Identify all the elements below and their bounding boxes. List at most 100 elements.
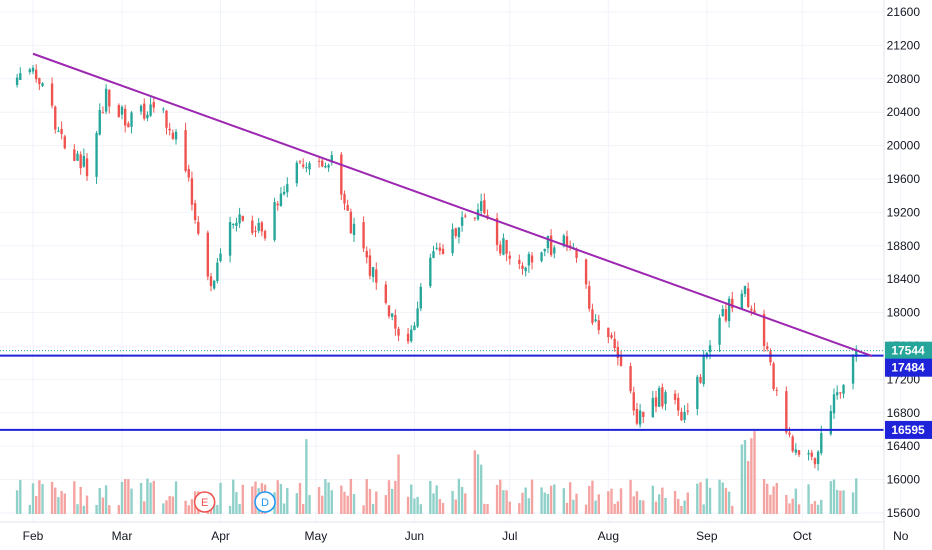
volume-bar [286,488,289,514]
volume-bar [753,431,756,514]
volume-bar [546,493,550,514]
volume-bar [724,487,728,514]
candle-body [794,449,798,453]
volume-bar [130,488,133,514]
volume-bar [368,489,372,514]
candle-body [505,239,508,254]
volume-bar [832,479,836,514]
candle-body [54,106,57,130]
candle-body [295,162,299,184]
price-tick-label: 19600 [887,172,921,186]
volume-bar [718,479,721,514]
candle-body [769,351,772,363]
volume-bar [839,490,842,514]
candle-body [788,432,791,435]
candle-body [209,276,213,287]
volume-bar [495,484,499,514]
candle-body [127,123,130,128]
time-tick-label: Aug [598,529,619,543]
time-axis[interactable]: Feb Mar Apr May Jun Jul Aug Sep Oct No [23,529,909,543]
volume-bar [438,499,442,514]
volume-bar [57,497,60,514]
price-badge-label: 17484 [891,361,925,375]
volume-bar [413,498,416,514]
volume-bar [95,504,98,514]
volume-bar [673,491,677,514]
volume-bar [238,503,241,514]
volume-bar [616,501,620,514]
candle-body [654,397,658,407]
volume-bar [149,482,152,514]
volume-bar [607,491,610,514]
candle-body [76,153,79,161]
volume-bar [502,490,505,514]
volume-bar [740,444,744,514]
volume-bar [549,485,553,514]
candle-body [820,432,823,454]
volume-bar [785,495,788,514]
volume-bar [572,499,575,514]
price-badge [885,341,932,360]
volume-bar [19,479,22,514]
candle-body [635,408,639,424]
candle-body [123,108,127,126]
volume-bar [54,487,57,514]
candle-body [508,255,511,259]
candles [15,64,858,471]
candle-body [362,222,365,249]
volume-bar [108,505,111,514]
volume-bar [680,505,683,514]
candle-body [57,130,60,132]
volume-bar [794,488,798,514]
volume-bar [349,478,353,514]
candle-body [483,200,486,214]
volume-bar [610,488,613,514]
candle-body [273,202,276,241]
volume-bar [429,480,432,514]
volume-bar [721,482,724,514]
volume-bar [324,479,327,514]
volume-bar [63,493,66,514]
candle-body [727,298,731,322]
candle-body [530,255,534,263]
candle-body [260,222,264,232]
price-badge [885,420,932,439]
candle-body [565,236,569,247]
time-tick-label: Jun [405,529,424,543]
candle-body [212,280,216,289]
volume-bar [282,503,286,514]
event-marker-label: D [261,497,269,509]
volume-bar [219,482,222,514]
volume-bar [588,485,591,514]
volume-bar [762,479,766,514]
candle-body [610,335,613,338]
price-badge-label: 17544 [891,344,925,358]
candle-body [677,397,680,411]
volume-bar [371,503,375,514]
volume-bar [305,439,308,514]
candle-body [298,161,302,163]
candle-body [527,253,531,266]
volume-bar [143,501,146,514]
candle-body [616,346,620,358]
volume-bar [362,505,365,514]
candle-body [263,231,267,239]
time-tick-label: Apr [211,529,230,543]
candle-body [219,253,222,262]
candle-body [301,164,305,167]
volume-bar [527,498,531,514]
volume-bar [632,496,635,514]
candle-body [664,392,667,405]
candle-body [686,410,689,412]
volume-bar [677,499,680,514]
volume-bar [775,482,778,514]
volume-bar [73,481,76,514]
price-badge-label: 16595 [891,423,925,437]
volume-bar [457,478,461,514]
volume-bar [553,484,556,514]
volume-bar [308,495,311,514]
candle-body [63,136,66,149]
volume-bar [683,500,686,514]
volume-bar [635,491,639,514]
